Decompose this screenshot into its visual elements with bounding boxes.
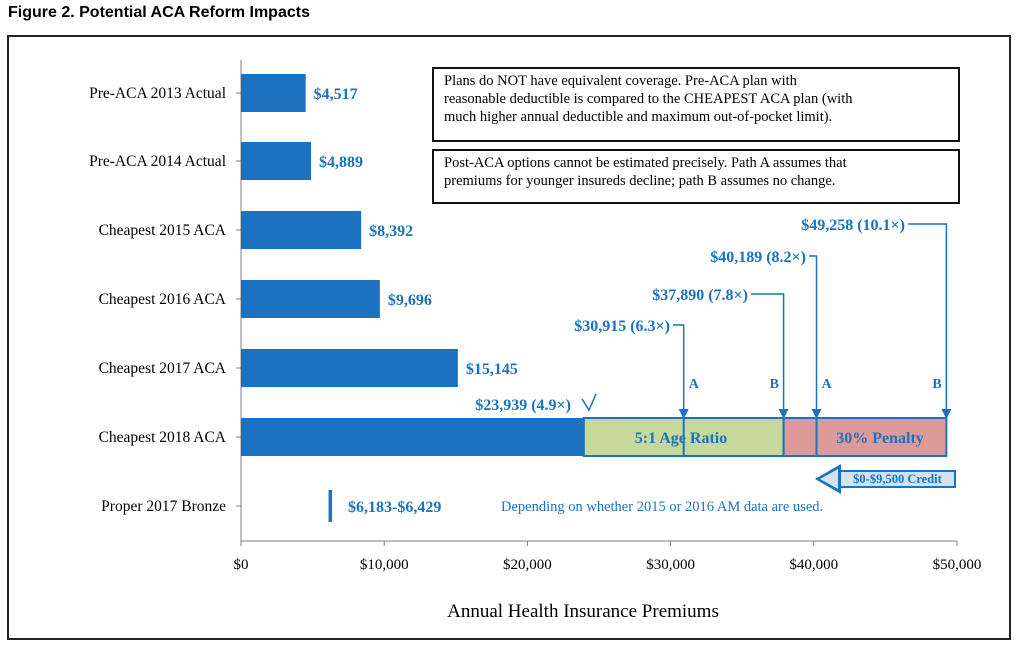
path-value-label: $40,189 (8.2×): [710, 249, 806, 266]
x-tick-label: $20,000: [503, 557, 552, 573]
figure-title: Figure 2. Potential ACA Reform Impacts: [8, 4, 310, 21]
bar-value-label: $9,696: [388, 292, 432, 309]
path-letter-label: B: [932, 377, 941, 392]
note-line: reasonable deductible is compared to the…: [444, 91, 853, 107]
range-marker-note: Depending on whether 2015 or 2016 AM dat…: [501, 499, 823, 515]
path-value-label: $49,258 (10.1×): [801, 217, 905, 234]
bar-value-label: $8,392: [369, 223, 413, 240]
range-marker-label: $6,183-$6,429: [348, 499, 441, 516]
note-box-coverage: Plans do NOT have equivalent coverage. P…: [432, 67, 960, 142]
path-callout-arrow-icon: [908, 223, 952, 419]
path-letter-label: A: [822, 377, 833, 392]
path-letter-label: A: [689, 377, 700, 392]
stacked-segment: [782, 417, 948, 457]
bar-value-label: $23,939 (4.9×): [475, 397, 571, 414]
path-callout-arrow-icon: [673, 324, 689, 419]
credit-label: $0-$9,500 Credit: [839, 470, 956, 488]
credit-arrow-fill: [820, 469, 838, 489]
x-axis-title: Annual Health Insurance Premiums: [447, 601, 719, 622]
range-marker: [328, 490, 333, 522]
category-label: Cheapest 2018 ACA: [99, 429, 227, 446]
path-callout-arrow-icon: [751, 293, 789, 419]
category-label: Pre-ACA 2014 Actual: [89, 153, 226, 170]
note-line: much higher annual deductible and maximu…: [444, 109, 833, 125]
category-label: Cheapest 2016 ACA: [99, 291, 227, 308]
path-value-label: $30,915 (6.3×): [574, 318, 670, 335]
category-label: Cheapest 2015 ACA: [99, 222, 227, 239]
category-label: Pre-ACA 2013 Actual: [89, 85, 226, 102]
path-letter-label: B: [770, 377, 779, 392]
bar-value-label: $15,145: [466, 361, 518, 378]
x-tick-label: $40,000: [789, 557, 838, 573]
bar: [241, 280, 380, 318]
note-line: Post-ACA options cannot be estimated pre…: [444, 155, 847, 171]
bar: [241, 142, 312, 180]
path-callout-arrow-icon: [809, 255, 822, 419]
bar-value-label: $4,517: [314, 86, 358, 103]
path-value-label: $37,890 (7.8×): [652, 287, 748, 304]
bar: [241, 211, 362, 249]
segment-label: 30% Penalty: [836, 430, 924, 447]
bar: [241, 74, 306, 112]
x-tick-label: $50,000: [933, 557, 982, 573]
segment-label: 5:1 Age Ratio: [635, 430, 727, 447]
chart-frame: [7, 35, 1011, 640]
x-tick-label: $10,000: [360, 557, 409, 573]
bar: [241, 418, 584, 456]
x-tick-label: $30,000: [646, 557, 695, 573]
note-line: Plans do NOT have equivalent coverage. P…: [444, 73, 797, 89]
bar: [241, 349, 458, 387]
bar-value-label: $4,889: [319, 154, 363, 171]
category-label: Proper 2017 Bronze: [101, 498, 226, 515]
note-line: premiums for younger insureds decline; p…: [444, 173, 836, 189]
x-tick-label: $0: [234, 557, 249, 573]
category-label: Cheapest 2017 ACA: [99, 360, 227, 377]
note-box-paths: Post-ACA options cannot be estimated pre…: [432, 149, 960, 204]
value-pointer-arrow-icon: [581, 393, 597, 412]
